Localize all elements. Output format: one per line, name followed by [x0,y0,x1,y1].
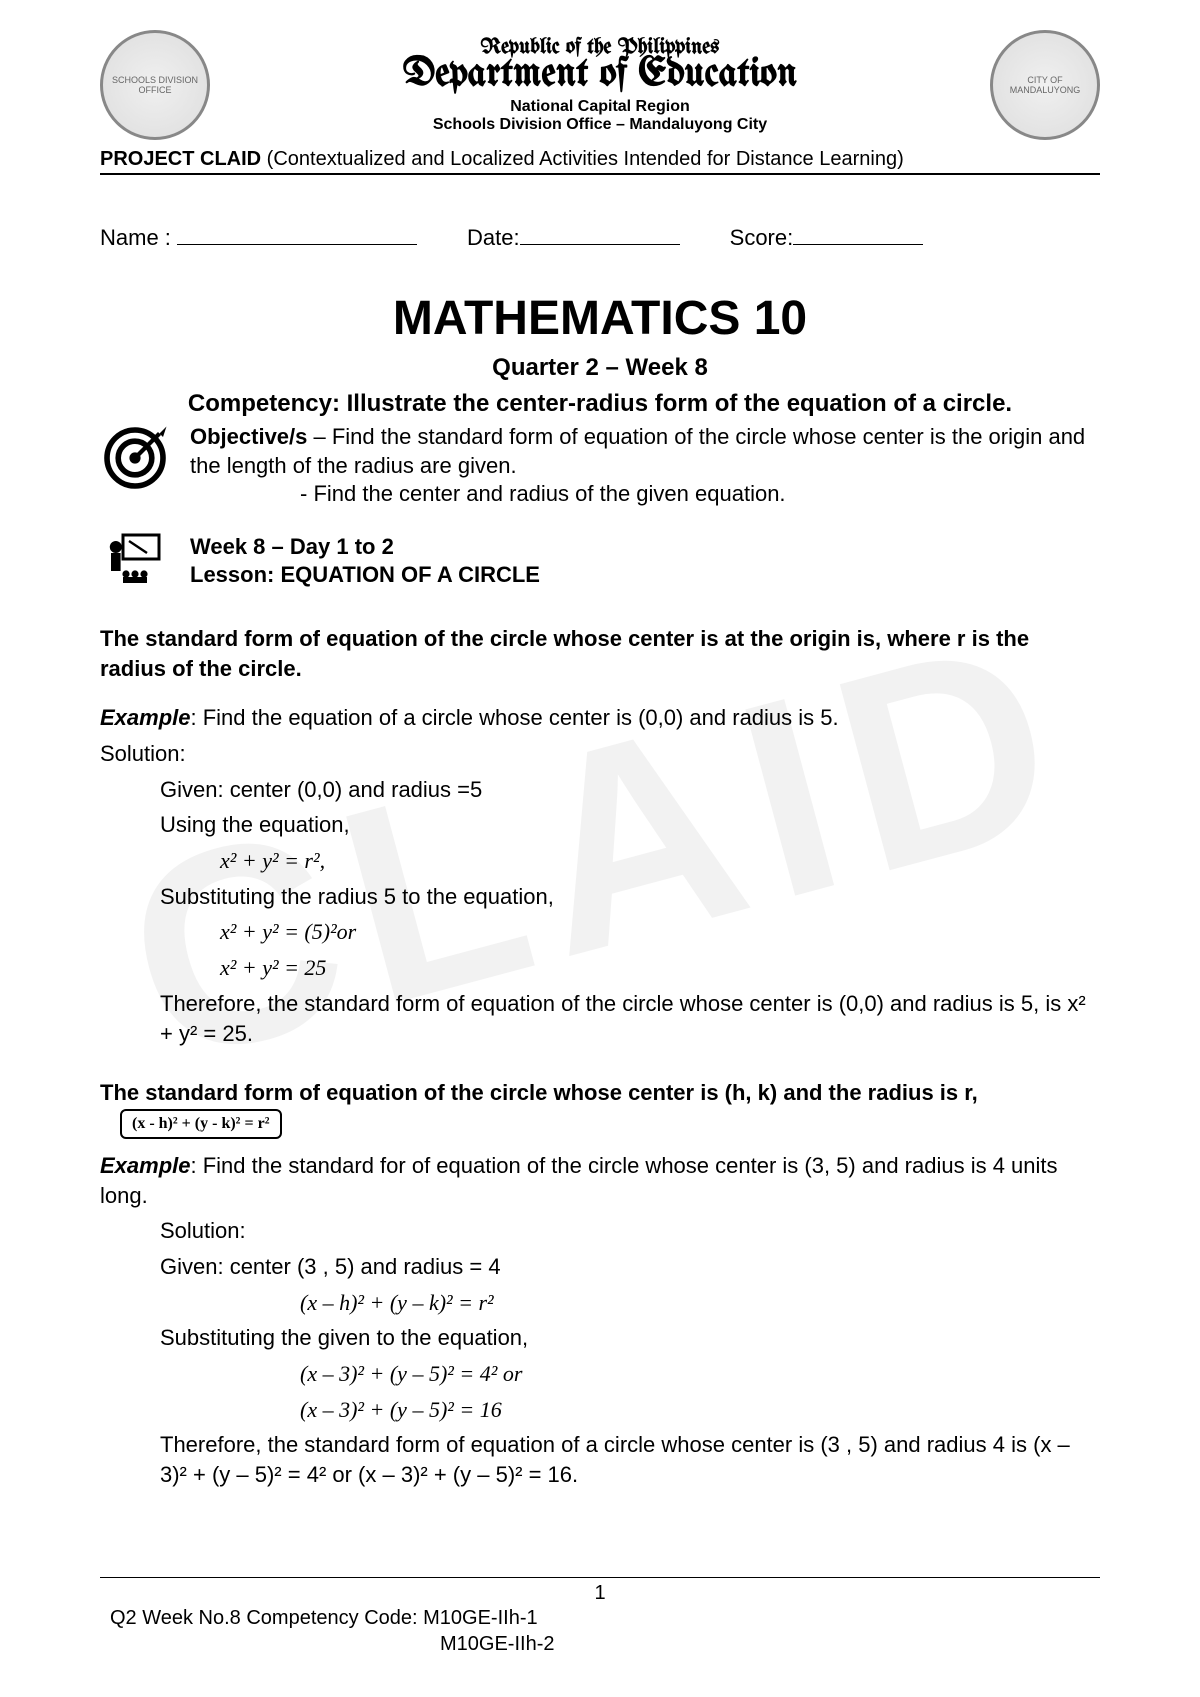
s1-heading: The standard form of equation of the cir… [100,624,1100,683]
s2-eq1: (x – h)² + (y – k)² = r² [100,1288,1100,1318]
name-field: Name : [100,225,417,251]
score-blank[interactable] [793,244,923,245]
s2-given: Given: center (3 , 5) and radius = 4 [100,1252,1100,1282]
page-content: SCHOOLS DIVISION OFFICE Republic of the … [100,30,1100,1490]
footer-codes: Q2 Week No.8 Competency Code: M10GE-IIh-… [100,1605,1100,1657]
obj-label: Objective/s [190,424,307,449]
obj-line1: – Find the standard form of equation of … [190,424,1085,478]
score-label: Score: [730,225,794,250]
sdo-text: Schools Division Office – Mandaluyong Ci… [230,116,970,134]
date-field: Date: [467,225,680,251]
competency: Competency: Illustrate the center-radius… [100,388,1100,419]
footer: 1 Q2 Week No.8 Competency Code: M10GE-II… [100,1577,1100,1657]
s2-eq3: (x – 3)² + (y – 5)² = 16 [100,1395,1100,1425]
page-title: MATHEMATICS 10 [100,291,1100,346]
s2-solution: Solution: [100,1216,1100,1246]
seal-left-icon: SCHOOLS DIVISION OFFICE [100,30,210,140]
subtitle: Quarter 2 – Week 8 [100,354,1100,382]
week-line2: Lesson: EQUATION OF A CIRCLE [190,561,540,590]
project-rest: (Contextualized and Localized Activities… [261,148,904,170]
objectives-row: Objective/s – Find the standard form of … [100,423,1100,509]
s2-ex-label: Example [100,1153,191,1178]
code1: Q2 Week No.8 Competency Code: M10GE-IIh-… [110,1605,1100,1631]
divider [100,173,1100,175]
section1: The standard form of equation of the cir… [100,624,1100,1048]
s1-given: Given: center (0,0) and radius =5 [100,775,1100,805]
seal-right-icon: CITY OF MANDALUYONG [990,30,1100,140]
s2-heading-text: The standard form of equation of the cir… [100,1080,978,1105]
deped-text: Department of Education [230,55,970,96]
name-label: Name : [100,225,171,250]
ncr-text: National Capital Region [230,98,970,116]
objectives-text: Objective/s – Find the standard form of … [190,423,1100,509]
s1-using: Using the equation, [100,810,1100,840]
s1-eq3: x² + y² = 25 [100,953,1100,983]
s1-sub: Substituting the radius 5 to the equatio… [100,882,1100,912]
teacher-icon [100,529,170,594]
footer-divider [100,1577,1100,1578]
fields-row: Name : Date: Score: [100,225,1100,251]
week-line1: Week 8 – Day 1 to 2 [190,533,540,562]
s2-sub: Substituting the given to the equation, [100,1323,1100,1353]
s2-heading: The standard form of equation of the cir… [100,1078,1100,1139]
date-label: Date: [467,225,520,250]
project-line: PROJECT CLAID (Contextualized and Locali… [100,148,1100,171]
header: SCHOOLS DIVISION OFFICE Republic of the … [100,30,1100,140]
code2: M10GE-IIh-2 [110,1631,1100,1657]
date-blank[interactable] [520,244,680,245]
formula-box: (x - h)² + (y - k)² = r² [120,1109,282,1139]
s1-therefore: Therefore, the standard form of equation… [100,989,1100,1048]
target-icon [100,423,170,498]
s1-ex-text: : Find the equation of a circle whose ce… [191,705,839,730]
s1-ex-label: Example [100,705,191,730]
week-text: Week 8 – Day 1 to 2 Lesson: EQUATION OF … [190,533,540,590]
section2: The standard form of equation of the cir… [100,1078,1100,1490]
obj-line2: - Find the center and radius of the give… [190,480,1100,509]
score-field: Score: [730,225,924,251]
s1-solution: Solution: [100,739,1100,769]
project-bold: PROJECT CLAID [100,148,261,170]
s1-eq1: x² + y² = r², [100,846,1100,876]
week-row: Week 8 – Day 1 to 2 Lesson: EQUATION OF … [100,529,1100,594]
s1-eq2: x² + y² = (5)²or [100,917,1100,947]
page-number: 1 [100,1582,1100,1605]
header-center: Republic of the Philippines Department o… [230,36,970,134]
s2-therefore: Therefore, the standard form of equation… [100,1430,1100,1489]
s2-ex-text: : Find the standard for of equation of t… [100,1153,1058,1208]
s2-eq2: (x – 3)² + (y – 5)² = 4² or [100,1359,1100,1389]
name-blank[interactable] [177,244,417,245]
